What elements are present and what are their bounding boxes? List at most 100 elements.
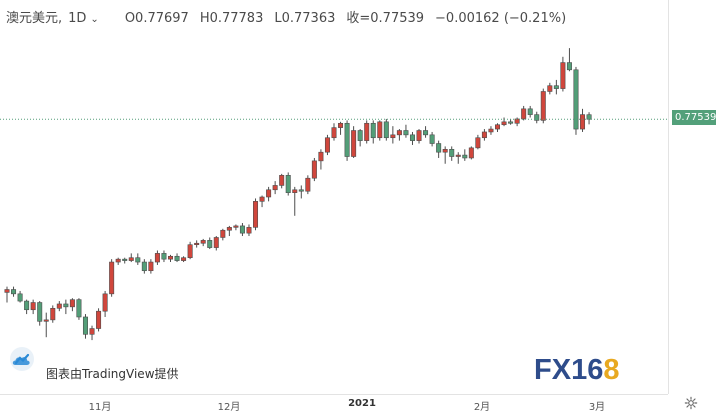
candle-body [187, 244, 193, 259]
candle [82, 314, 88, 339]
candle-body [207, 240, 213, 248]
symbol-label[interactable]: 澳元美元, [6, 11, 63, 26]
candle [37, 301, 43, 326]
candle [253, 198, 259, 231]
candle [409, 131, 415, 145]
candle-body [449, 149, 455, 157]
candle-body [494, 124, 500, 130]
candle [481, 129, 487, 141]
candle [462, 149, 468, 161]
candle-body [76, 299, 82, 318]
candle-body [17, 293, 23, 302]
candle-body [63, 303, 69, 308]
candle-body [468, 147, 474, 159]
candle [449, 146, 455, 161]
candle-body [580, 114, 586, 130]
candle-body [272, 185, 278, 191]
candle [331, 123, 337, 141]
candle-body [540, 91, 546, 121]
timeframe-label[interactable]: 1D [68, 11, 87, 26]
candle-body [553, 85, 559, 89]
candle [266, 186, 272, 202]
candle [351, 126, 357, 158]
candle [233, 224, 239, 231]
candle [344, 120, 350, 161]
candle-body [527, 108, 533, 115]
candle [69, 298, 75, 312]
candle [396, 129, 402, 141]
candle [272, 181, 278, 195]
candle-body [344, 122, 350, 157]
candle-body [292, 189, 298, 193]
candle [436, 140, 442, 158]
chevron-down-icon[interactable]: ⌄ [90, 14, 99, 25]
candle [200, 238, 206, 247]
candle [168, 254, 174, 263]
time-axis-label: 2月 [473, 402, 491, 413]
candle-body [455, 154, 461, 157]
candle-body [442, 149, 448, 153]
candle-body [174, 255, 180, 261]
time-axis-label: 12月 [217, 402, 241, 413]
candle-body [403, 130, 409, 136]
candle-body [239, 225, 245, 234]
low-value: L0.77363 [274, 11, 336, 26]
time-axis[interactable] [0, 394, 668, 413]
gear-icon[interactable] [684, 396, 698, 410]
candle [553, 79, 559, 95]
candle [442, 146, 448, 164]
candle-body [423, 130, 429, 136]
candle-body [89, 328, 95, 335]
candle-body [364, 122, 370, 141]
candle-body [501, 121, 507, 126]
candle [292, 186, 298, 216]
candle [181, 256, 187, 263]
candle-body [50, 307, 56, 321]
candle [377, 120, 383, 141]
candle [194, 240, 200, 248]
candle-body [226, 227, 232, 231]
tradingview-attribution[interactable]: 图表由TradingView提供 [46, 367, 179, 381]
open-value: O0.77697 [124, 11, 189, 26]
candle-body [285, 175, 291, 193]
fx168-logo: FX168 [534, 354, 620, 386]
candle-body [357, 130, 363, 141]
candle [455, 152, 461, 164]
candle-body [383, 121, 389, 139]
candle [63, 299, 69, 315]
time-axis-label: 2021 [348, 398, 376, 409]
price-axis[interactable] [668, 0, 716, 394]
candle [586, 112, 592, 125]
candle-body [69, 299, 75, 308]
candle [135, 253, 141, 265]
candle [383, 118, 389, 141]
time-axis-label: 11月 [88, 402, 112, 413]
candle [338, 121, 344, 135]
candle [318, 149, 324, 170]
candle [148, 259, 154, 274]
candle [547, 82, 553, 95]
candle-body [351, 130, 357, 157]
candle [122, 257, 128, 264]
candle [226, 225, 232, 237]
high-value: H0.77783 [199, 11, 264, 26]
candle [246, 224, 252, 237]
price-chart[interactable] [0, 0, 668, 394]
candle [540, 88, 546, 124]
candle [279, 173, 285, 189]
candle-body [514, 118, 520, 124]
candle-body [135, 257, 141, 263]
candle [364, 120, 370, 144]
cloud-logo-icon[interactable] [10, 347, 34, 371]
candle-body [508, 121, 514, 124]
candle [213, 236, 219, 251]
candle-body [311, 160, 317, 179]
change-value: −0.00162 (−0.21%) [435, 11, 567, 26]
candle [96, 308, 102, 332]
candle [305, 175, 311, 195]
candle-body [246, 227, 252, 234]
last-price-tag: 0.77539 [672, 110, 716, 125]
candle-body [109, 261, 115, 295]
candle [390, 126, 396, 144]
candle [109, 259, 115, 297]
